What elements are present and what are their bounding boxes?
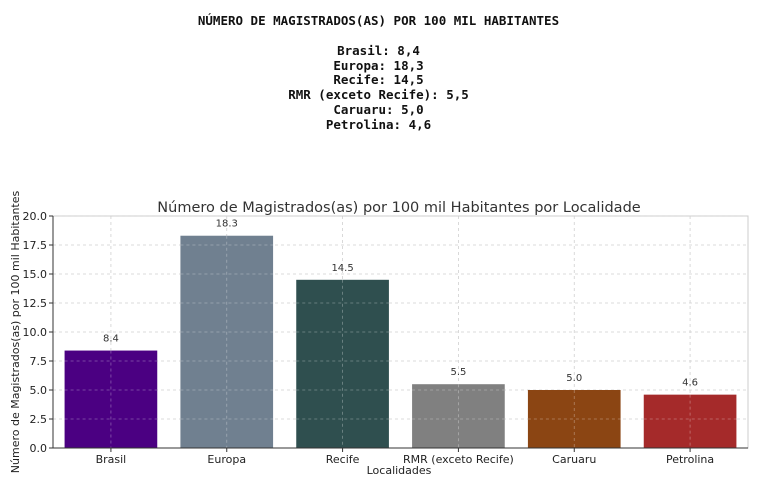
x-tick-label: Europa [207, 453, 246, 466]
chart-title: Número de Magistrados(as) por 100 mil Ha… [157, 200, 640, 216]
x-tick-label: Caruaru [552, 453, 596, 466]
bar-rmr-exceto-recife [412, 384, 505, 448]
data-label: 18.3 [216, 219, 238, 230]
data-label: 8.4 [103, 334, 119, 345]
data-label: 5.5 [450, 367, 466, 378]
data-label: 4.6 [682, 378, 698, 389]
header-title: NÚMERO DE MAGISTRADOS(AS) POR 100 MIL HA… [197, 13, 560, 28]
header-line-recife: Recife: 14,5 [333, 72, 424, 88]
bar-recife [296, 279, 389, 448]
data-label: 5.0 [566, 373, 582, 384]
y-tick-label: 20.0 [23, 210, 48, 223]
x-tick-label: Recife [326, 453, 360, 466]
x-tick-label: Petrolina [666, 453, 714, 466]
x-tick-label: Brasil [96, 453, 127, 466]
y-tick-label: 0.0 [30, 442, 48, 455]
bar-brasil [64, 350, 158, 448]
data-label: 14.5 [331, 263, 353, 274]
y-tick-label: 5.0 [30, 384, 48, 397]
y-tick-label: 15.0 [23, 268, 48, 281]
header-line-caruaru: Caruaru: 5,0 [333, 101, 424, 117]
bar-petrolina [643, 394, 737, 448]
x-tick-label: RMR (exceto Recife) [403, 453, 514, 466]
bar-europa [180, 235, 274, 448]
header-line-rmr: RMR (exceto Recife): 5,5 [288, 87, 469, 103]
header-line-brasil: Brasil: 8,4 [337, 42, 420, 58]
y-tick-label: 12.5 [23, 297, 48, 310]
y-tick-label: 7.5 [30, 355, 48, 368]
header-line-europa: Europa: 18,3 [333, 57, 424, 73]
header-line-petrolina: Petrolina: 4,6 [325, 116, 432, 132]
y-tick-label: 2.5 [30, 413, 48, 426]
header-text-block: NÚMERO DE MAGISTRADOS(AS) POR 100 MIL HA… [0, 13, 757, 133]
y-tick-label: 10.0 [23, 326, 48, 339]
y-axis-label: Número de Magistrados(as) por 100 mil Ha… [9, 191, 22, 474]
plot-area: 0.0 2.5 5.0 7.5 10.0 12.5 15.0 17.5 20.0 8.4 Brasi… [23, 210, 749, 466]
y-tick-label: 17.5 [23, 239, 48, 252]
x-axis-label: Localidades [367, 464, 432, 477]
bar-caruaru [527, 390, 621, 448]
